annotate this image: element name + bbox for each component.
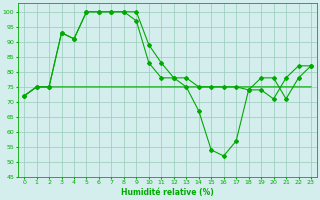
X-axis label: Humidité relative (%): Humidité relative (%) xyxy=(121,188,214,197)
